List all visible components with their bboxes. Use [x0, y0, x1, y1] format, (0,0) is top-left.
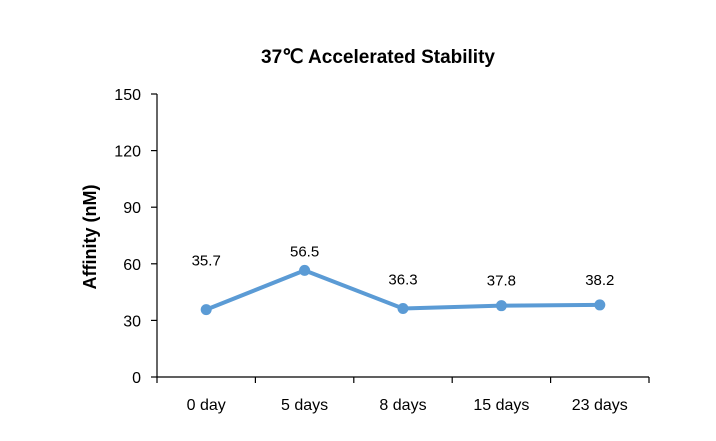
y-tick-label: 90: [123, 200, 141, 217]
series-group: [200, 264, 606, 316]
y-tick-label: 30: [123, 313, 141, 330]
data-label: 56.5: [290, 243, 319, 260]
data-point: [397, 303, 409, 315]
chart-title: 37℃ Accelerated Stability: [261, 47, 495, 68]
x-tick-label: 5 days: [281, 397, 328, 414]
x-tick-label: 23 days: [572, 397, 628, 414]
data-point: [200, 304, 212, 316]
data-label: 35.7: [192, 253, 221, 270]
data-label: 36.3: [388, 272, 417, 289]
data-labels: 35.7 56.5 36.3 37.8 38.2: [192, 243, 615, 289]
x-axis-ticks: 0 day 5 days 8 days 15 days 23 days: [156, 377, 650, 414]
y-tick-label: 150: [114, 87, 141, 104]
x-tick-label: 8 days: [379, 397, 426, 414]
data-point: [495, 300, 507, 312]
data-label: 38.2: [585, 272, 614, 289]
data-point: [299, 264, 311, 276]
x-tick-label: 15 days: [473, 397, 529, 414]
y-tick-label: 60: [123, 257, 141, 274]
data-label: 37.8: [487, 273, 516, 290]
y-axis-ticks: 0 30 60 90 120 150: [114, 87, 157, 387]
data-point: [594, 299, 606, 311]
y-tick-label: 0: [132, 370, 141, 387]
x-tick-label: 0 day: [187, 397, 226, 414]
y-tick-label: 120: [114, 144, 141, 161]
y-axis-title: Affinity (nM): [80, 185, 100, 290]
